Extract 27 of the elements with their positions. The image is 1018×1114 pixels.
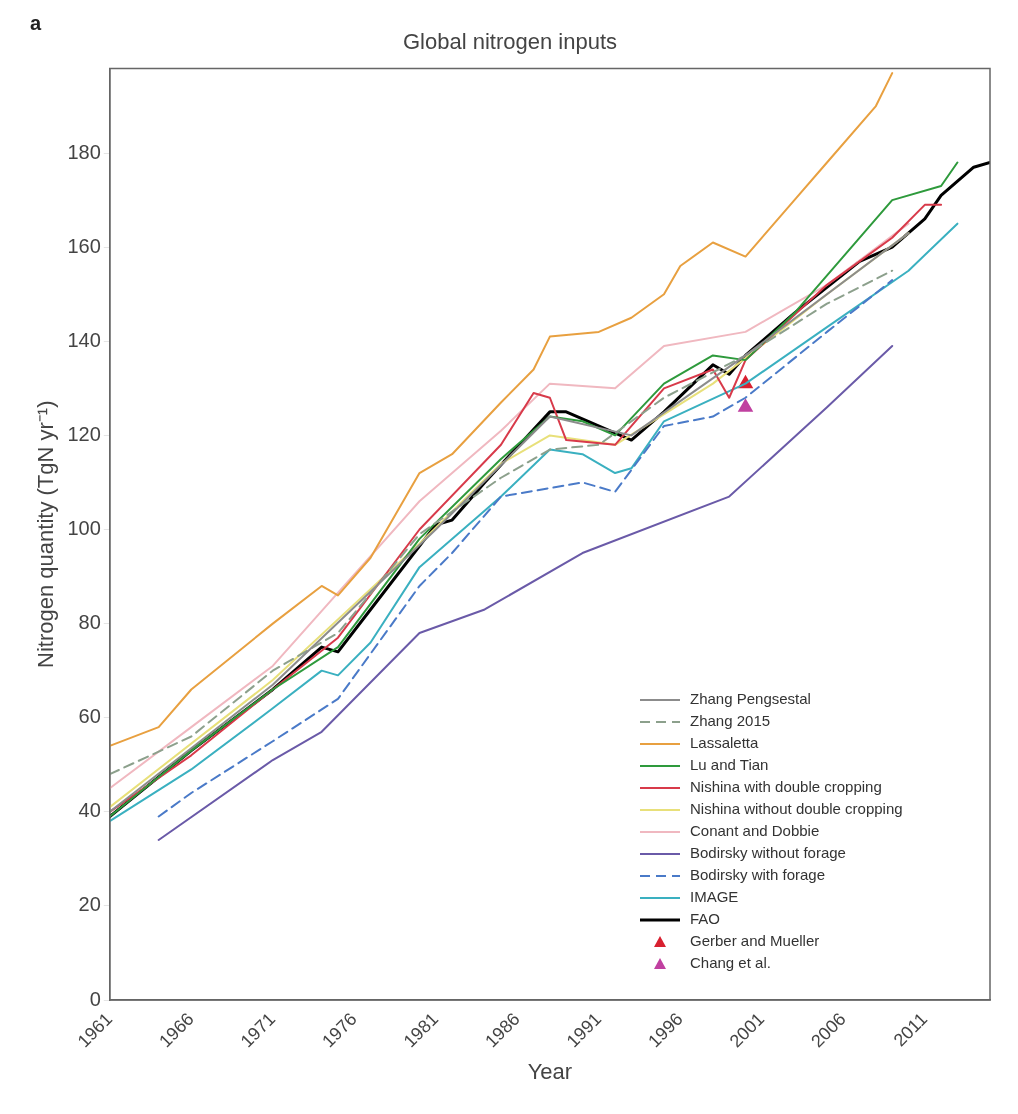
legend-label: Zhang 2015: [690, 712, 771, 730]
y-tick-label: 0: [89, 987, 101, 1010]
legend-label: Bodirsky with forage: [690, 866, 826, 884]
chart-title: Global nitrogen inputs: [402, 29, 618, 55]
y-tick-label: 120: [67, 422, 101, 445]
y-tick-label: 60: [78, 705, 101, 728]
x-axis-title: Year: [527, 1058, 573, 1084]
y-tick-label: 40: [78, 799, 101, 822]
legend-label: Lassaletta: [690, 734, 760, 752]
y-tick-label: 180: [67, 140, 101, 163]
legend-label: Lu and Tian: [690, 756, 769, 774]
legend-label: Chang et al.: [690, 954, 771, 972]
y-tick-label: 140: [67, 328, 101, 351]
y-tick-label: 100: [67, 517, 101, 540]
legend-label: IMAGE: [690, 888, 739, 906]
y-tick-label: 20: [78, 893, 101, 916]
legend-label: Bodirsky without forage: [690, 844, 846, 862]
text: a: [30, 11, 42, 34]
legend-label: FAO: [690, 910, 721, 928]
legend-label: Conant and Dobbie: [690, 822, 820, 840]
y-axis-title: Nitrogen quantity (TgN yr⁻¹): [33, 400, 59, 668]
legend-label: Nishina with double cropping: [690, 778, 882, 796]
legend-label: Zhang Pengsestal: [690, 690, 811, 708]
y-tick-label: 160: [67, 234, 101, 257]
y-tick-label: 80: [78, 611, 101, 634]
legend-label: Gerber and Mueller: [690, 932, 820, 950]
legend-label: Nishina without double cropping: [690, 800, 903, 818]
